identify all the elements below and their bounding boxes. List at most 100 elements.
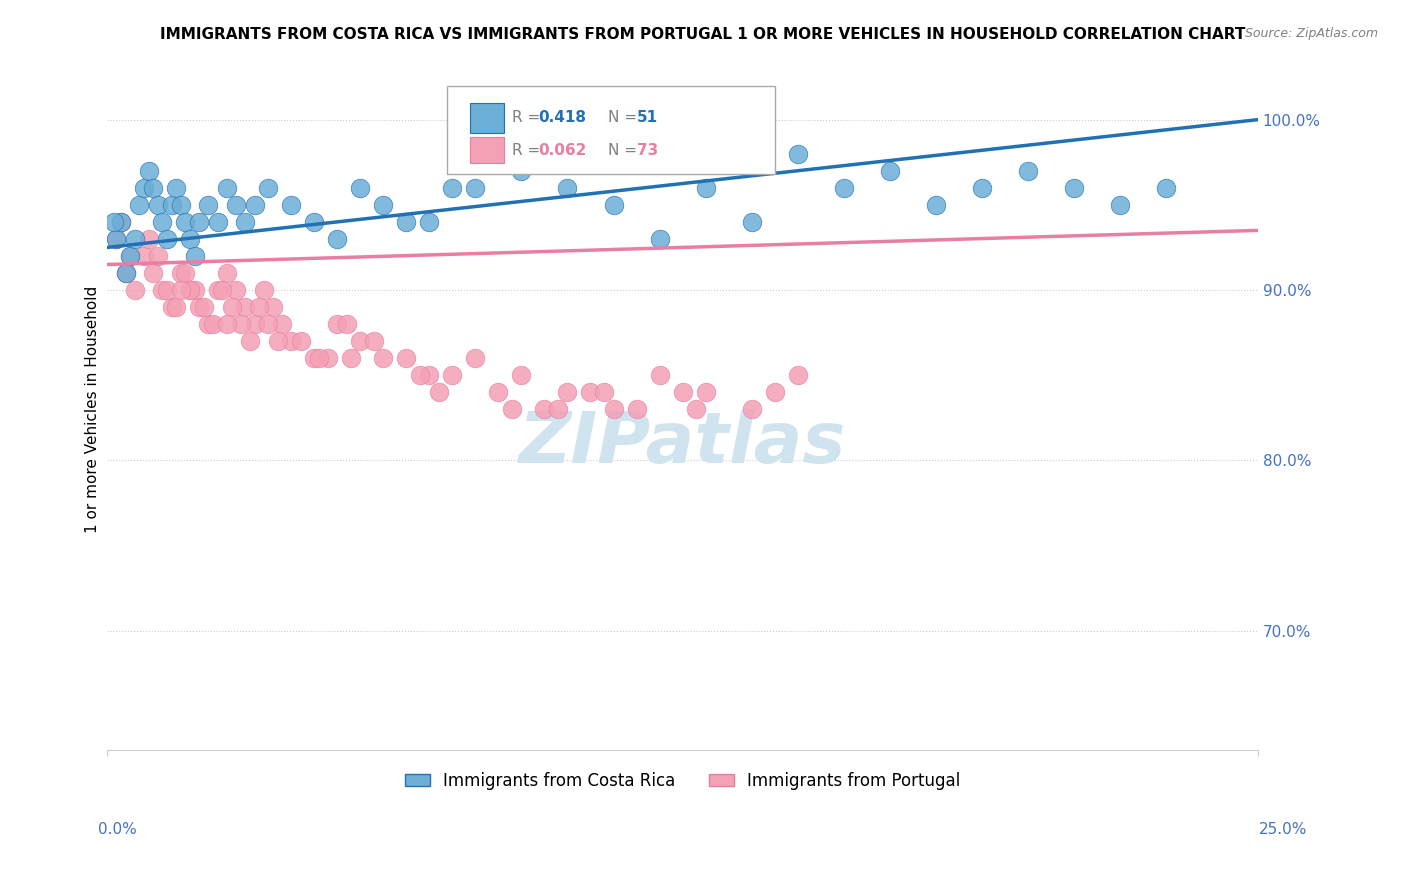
FancyBboxPatch shape bbox=[470, 103, 505, 133]
Point bbox=[233, 215, 256, 229]
Point bbox=[202, 317, 225, 331]
Point bbox=[786, 146, 808, 161]
Point bbox=[488, 385, 510, 400]
Point bbox=[183, 283, 205, 297]
Point bbox=[363, 334, 385, 348]
Point bbox=[280, 334, 302, 348]
Point bbox=[132, 181, 155, 195]
Point bbox=[156, 232, 179, 246]
Point bbox=[114, 266, 136, 280]
Point bbox=[304, 351, 326, 366]
Point bbox=[146, 198, 169, 212]
Point bbox=[170, 198, 193, 212]
Text: 25.0%: 25.0% bbox=[1260, 822, 1308, 837]
Text: R =: R = bbox=[512, 110, 546, 125]
Point bbox=[501, 402, 523, 417]
Point bbox=[280, 198, 302, 212]
Point bbox=[156, 283, 179, 297]
Point bbox=[373, 198, 395, 212]
Point bbox=[373, 351, 395, 366]
Point bbox=[510, 163, 533, 178]
Point bbox=[832, 181, 855, 195]
Point bbox=[225, 283, 247, 297]
Point bbox=[110, 215, 132, 229]
Point bbox=[326, 232, 349, 246]
Point bbox=[179, 283, 201, 297]
Point bbox=[685, 402, 707, 417]
Point bbox=[262, 300, 284, 314]
Point bbox=[441, 181, 464, 195]
FancyBboxPatch shape bbox=[447, 86, 775, 174]
Legend: Immigrants from Costa Rica, Immigrants from Portugal: Immigrants from Costa Rica, Immigrants f… bbox=[398, 765, 967, 797]
Point bbox=[427, 385, 450, 400]
Point bbox=[142, 266, 165, 280]
Point bbox=[1017, 163, 1039, 178]
Point bbox=[557, 385, 579, 400]
Point bbox=[120, 249, 142, 263]
Point bbox=[510, 368, 533, 383]
Point bbox=[170, 283, 193, 297]
Point bbox=[225, 198, 247, 212]
Point bbox=[174, 266, 197, 280]
Point bbox=[648, 232, 671, 246]
Point bbox=[179, 283, 201, 297]
Text: 51: 51 bbox=[637, 110, 658, 125]
Point bbox=[132, 249, 155, 263]
Point bbox=[138, 163, 160, 178]
Text: 0.418: 0.418 bbox=[538, 110, 586, 125]
Point bbox=[271, 317, 294, 331]
Point bbox=[103, 215, 125, 229]
Point bbox=[441, 368, 464, 383]
Text: 73: 73 bbox=[637, 143, 658, 158]
Point bbox=[207, 283, 229, 297]
Point bbox=[197, 198, 219, 212]
Point bbox=[105, 232, 128, 246]
Point bbox=[741, 402, 763, 417]
Text: R =: R = bbox=[512, 143, 546, 158]
Point bbox=[626, 402, 648, 417]
Text: 0.062: 0.062 bbox=[538, 143, 588, 158]
Point bbox=[183, 249, 205, 263]
Point bbox=[211, 283, 233, 297]
Point bbox=[215, 266, 238, 280]
Point bbox=[316, 351, 339, 366]
Point bbox=[229, 317, 252, 331]
Point bbox=[253, 283, 276, 297]
Point bbox=[165, 181, 187, 195]
Y-axis label: 1 or more Vehicles in Household: 1 or more Vehicles in Household bbox=[86, 285, 100, 533]
Point bbox=[124, 283, 146, 297]
Point bbox=[533, 402, 555, 417]
Point bbox=[335, 317, 357, 331]
Point bbox=[349, 181, 371, 195]
Point bbox=[395, 351, 418, 366]
Point bbox=[1108, 198, 1130, 212]
Point bbox=[741, 215, 763, 229]
Point bbox=[215, 317, 238, 331]
Point bbox=[464, 181, 486, 195]
Point bbox=[970, 181, 993, 195]
Text: 0.0%: 0.0% bbox=[98, 822, 138, 837]
Text: Source: ZipAtlas.com: Source: ZipAtlas.com bbox=[1244, 27, 1378, 40]
Point bbox=[188, 300, 211, 314]
Point bbox=[179, 232, 201, 246]
Point bbox=[174, 215, 197, 229]
Point bbox=[221, 300, 243, 314]
Point bbox=[579, 385, 602, 400]
Point bbox=[215, 181, 238, 195]
Point bbox=[763, 385, 786, 400]
Point bbox=[340, 351, 363, 366]
Point bbox=[160, 300, 183, 314]
Point bbox=[138, 232, 160, 246]
Point bbox=[924, 198, 946, 212]
Point bbox=[418, 368, 440, 383]
Point bbox=[160, 198, 183, 212]
Point bbox=[243, 198, 266, 212]
Point bbox=[124, 232, 146, 246]
Point bbox=[602, 402, 624, 417]
Point bbox=[142, 181, 165, 195]
FancyBboxPatch shape bbox=[470, 136, 505, 162]
Point bbox=[547, 402, 569, 417]
Point bbox=[233, 300, 256, 314]
Point bbox=[128, 198, 150, 212]
Point bbox=[290, 334, 312, 348]
